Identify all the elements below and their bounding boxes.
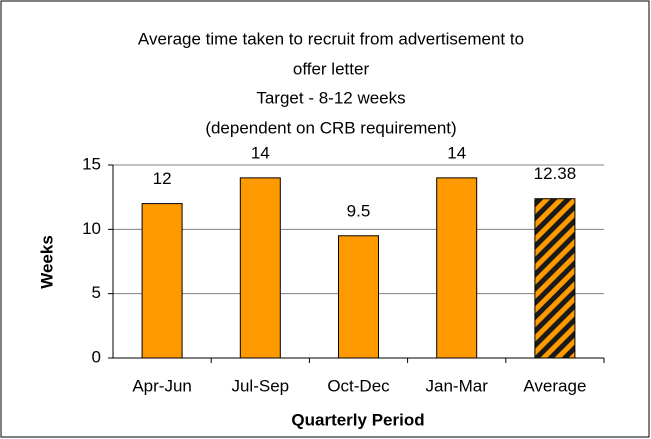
data-label: 14 — [251, 143, 270, 162]
chart-subtitle: Target - 8-12 weeks — [256, 88, 405, 107]
bar — [534, 198, 576, 359]
y-tick-label: 0 — [92, 347, 101, 366]
x-tick-label: Jul-Sep — [231, 376, 289, 395]
x-tick-label: Jan-Mar — [426, 376, 489, 395]
bar — [239, 177, 281, 359]
chart-title: Average time taken to recruit from adver… — [138, 29, 524, 48]
bar — [338, 235, 379, 359]
data-label: 9.5 — [347, 201, 371, 220]
x-tick-label: Average — [523, 376, 586, 395]
chart-title: offer letter — [293, 59, 370, 78]
y-axis-label: Weeks — [37, 235, 56, 289]
x-tick-label: Apr-Jun — [132, 376, 192, 395]
x-tick-label: Oct-Dec — [327, 376, 390, 395]
data-label: 14 — [447, 143, 466, 162]
data-label: 12 — [153, 169, 172, 188]
bar — [141, 203, 183, 359]
y-tick-label: 15 — [82, 154, 101, 173]
chart-subtitle: (dependent on CRB requirement) — [205, 118, 456, 137]
y-tick-label: 5 — [92, 283, 101, 302]
bar — [436, 177, 478, 359]
x-axis-label: Quarterly Period — [291, 410, 424, 429]
y-tick-label: 10 — [82, 219, 101, 238]
data-label: 12.38 — [534, 164, 577, 183]
